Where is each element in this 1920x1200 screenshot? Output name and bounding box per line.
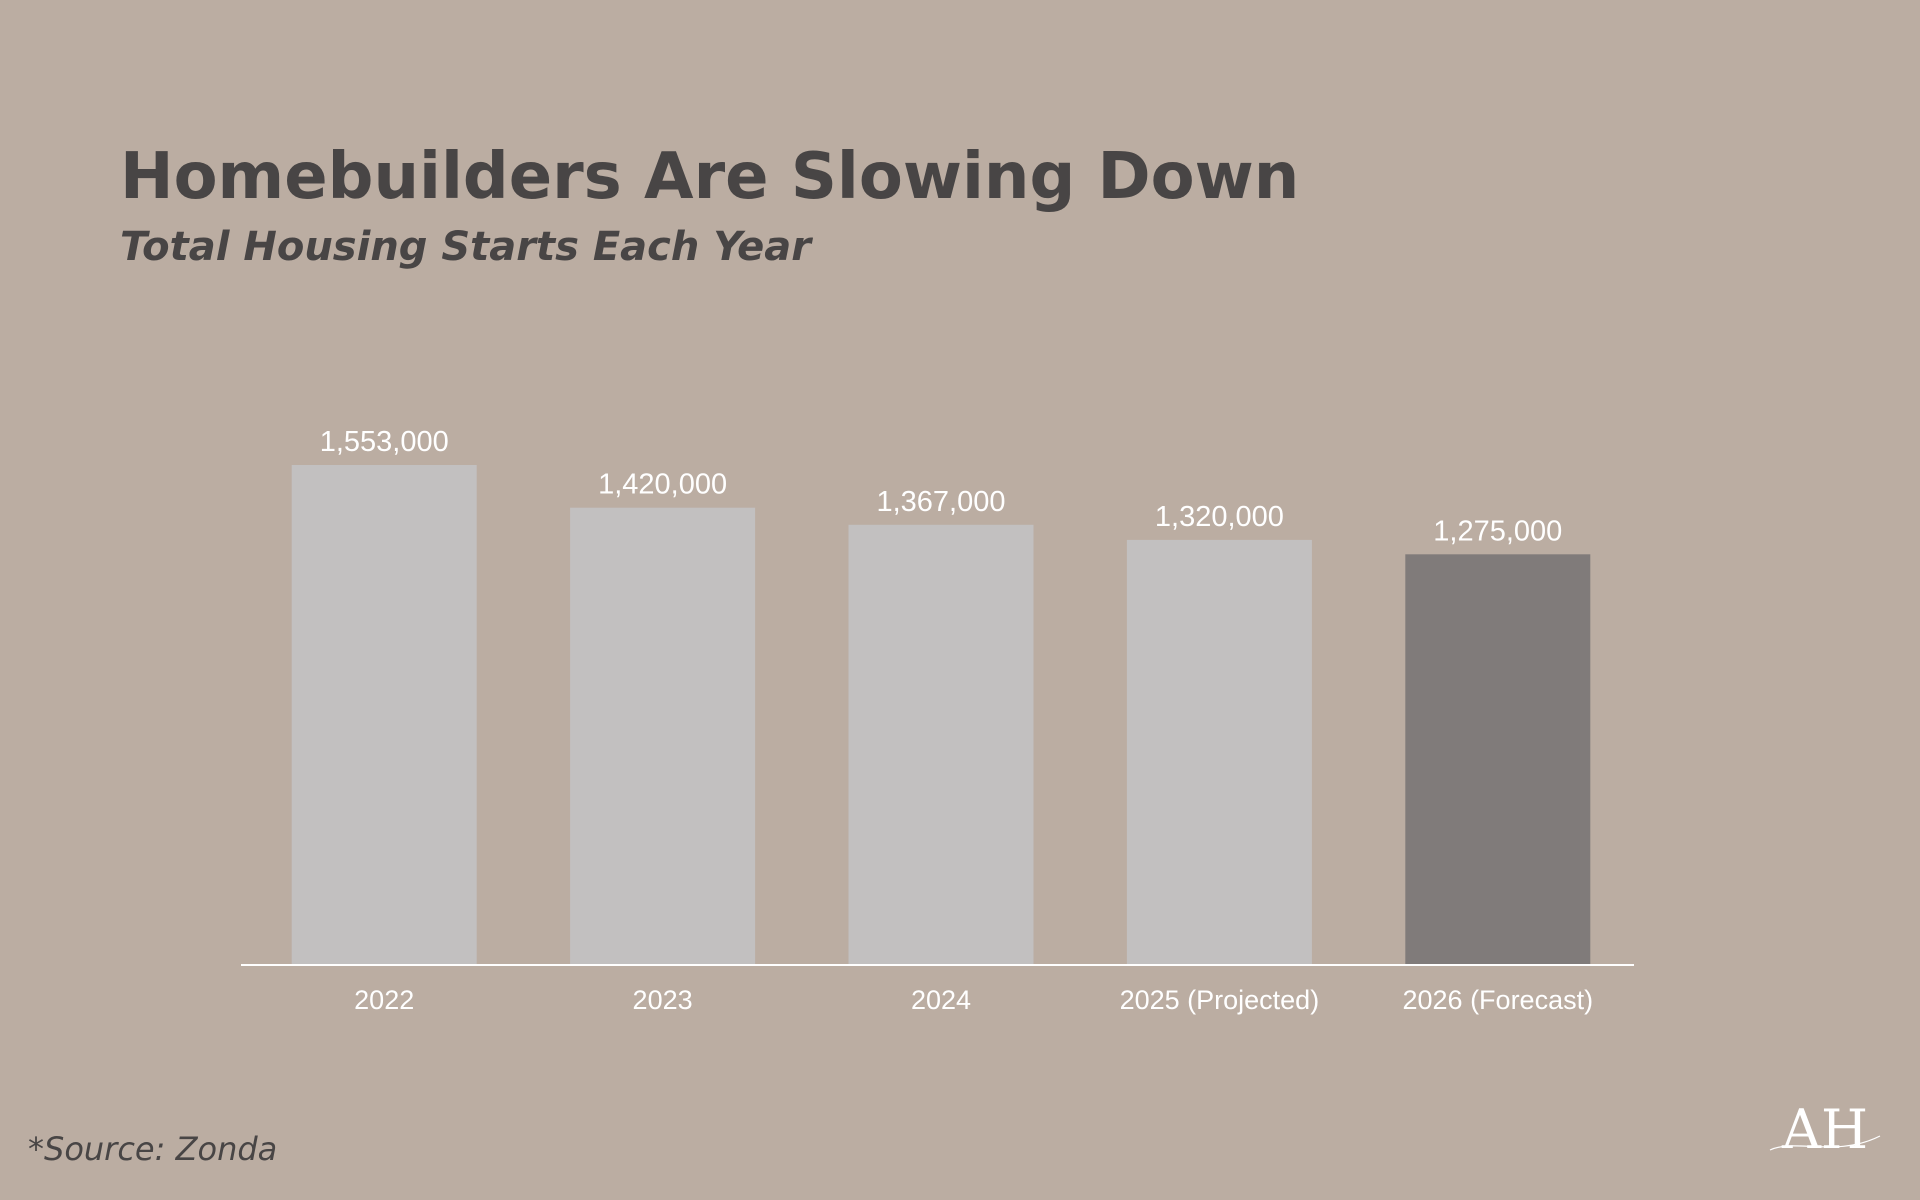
bar-4 bbox=[1405, 554, 1591, 964]
bar-1 bbox=[570, 507, 756, 964]
logo-swash bbox=[1769, 1135, 1881, 1151]
data-label-3: 1,320,000 bbox=[1155, 501, 1284, 533]
bar-0 bbox=[291, 465, 477, 964]
ah-monogram-logo: AH bbox=[1769, 1098, 1881, 1160]
category-label-3: 2025 (Projected) bbox=[1120, 985, 1320, 1015]
data-label-4: 1,275,000 bbox=[1433, 515, 1562, 547]
category-label-0: 2022 bbox=[354, 985, 414, 1015]
bar-2 bbox=[848, 524, 1034, 964]
bars-group: 1,553,000 2022 1,420,000 2023 1,367,000 2024 1… bbox=[291, 426, 1594, 1015]
chart-subtitle: Total Housing Starts Each Year bbox=[120, 224, 811, 270]
bar-3 bbox=[1126, 539, 1312, 964]
category-label-4: 2026 (Forecast) bbox=[1403, 985, 1594, 1015]
category-label-2: 2024 bbox=[911, 985, 971, 1015]
chart-title: Homebuilders Are Slowing Down bbox=[120, 140, 1300, 214]
category-label-1: 2023 bbox=[633, 985, 693, 1015]
data-label-2: 1,367,000 bbox=[876, 486, 1005, 518]
logo-text: AH bbox=[1781, 1098, 1868, 1160]
data-label-0: 1,553,000 bbox=[320, 426, 449, 458]
data-label-1: 1,420,000 bbox=[598, 469, 727, 501]
source-note: *Source: Zonda bbox=[28, 1130, 278, 1168]
